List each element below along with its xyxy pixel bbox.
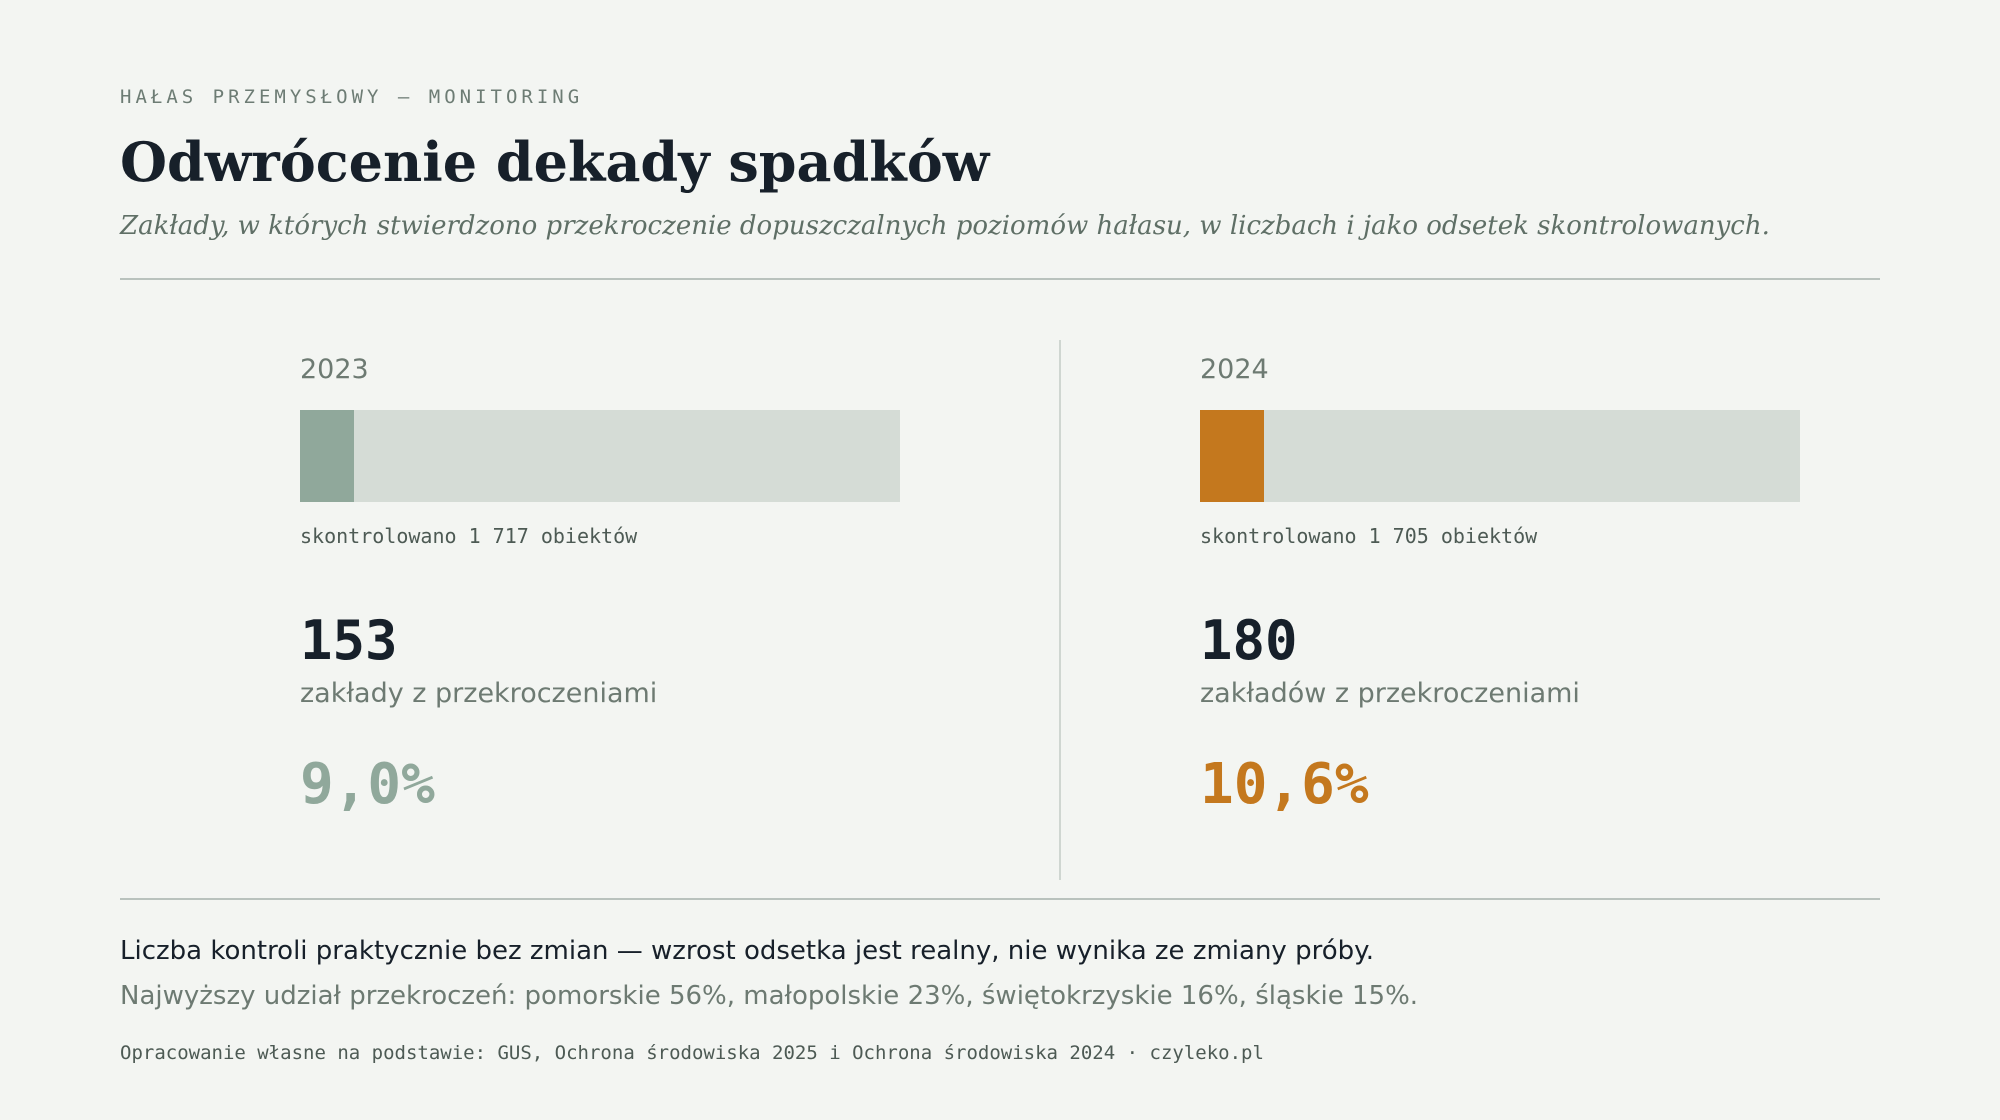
exceedance-count: 180 <box>1200 609 1298 672</box>
inspected-count-label: skontrolowano 1 705 obiektów <box>1200 524 1538 548</box>
exceedance-share: 9,0% <box>300 752 435 817</box>
exceedance-share: 10,6% <box>1200 752 1369 817</box>
kicker: HAŁAS PRZEMYSŁOWY — MONITORING <box>120 86 584 108</box>
footnote-primary: Liczba kontroli praktycznie bez zmian — … <box>120 936 1375 966</box>
bar-track <box>300 410 900 502</box>
panel-year: 2023 <box>300 354 369 385</box>
inspected-count-label: skontrolowano 1 717 obiektów <box>300 524 638 548</box>
panel-2023: 2023 skontrolowano 1 717 obiektów 153 za… <box>300 340 900 860</box>
bar-fill <box>300 410 354 502</box>
exceedance-count: 153 <box>300 609 398 672</box>
panel-2024: 2024 skontrolowano 1 705 obiektów 180 za… <box>1200 340 1800 860</box>
footnote-secondary: Najwyższy udział przekroczeń: pomorskie … <box>120 981 1419 1011</box>
exceedance-count-label: zakłady z przekroczeniami <box>300 678 658 709</box>
subtitle: Zakłady, w których stwierdzono przekrocz… <box>120 211 1770 241</box>
top-divider <box>120 278 1880 280</box>
panel-year: 2024 <box>1200 354 1269 385</box>
bottom-divider <box>120 898 1880 900</box>
bar-fill <box>1200 410 1264 502</box>
page-title: Odwrócenie dekady spadków <box>120 130 990 194</box>
bar-track <box>1200 410 1800 502</box>
panel-divider <box>1059 340 1061 880</box>
source-credit: Opracowanie własne na podstawie: GUS, Oc… <box>120 1042 1264 1064</box>
exceedance-count-label: zakładów z przekroczeniami <box>1200 678 1580 709</box>
